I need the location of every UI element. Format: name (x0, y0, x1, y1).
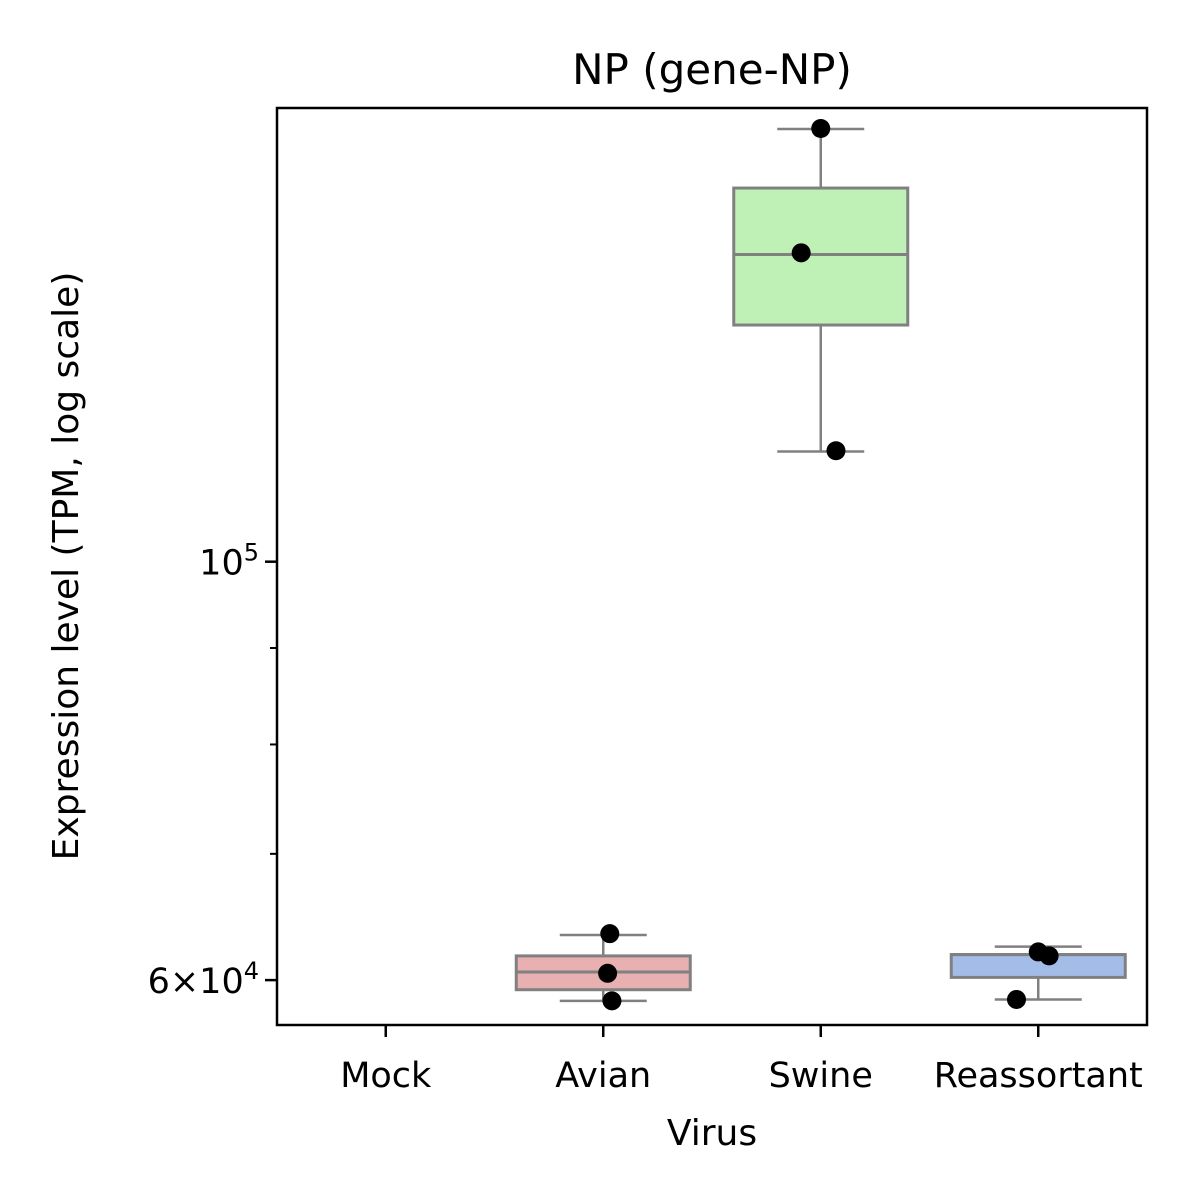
x-axis-label: Virus (667, 1113, 757, 1154)
y-tick-label: 6×104 (148, 957, 259, 1002)
x-tick-label: Swine (769, 1056, 873, 1096)
y-tick-label: 105 (199, 539, 259, 584)
y-axis: 6×104 105 (148, 539, 277, 1002)
box-iqr (732, 186, 910, 327)
data-point (1007, 989, 1026, 1009)
x-tick-label: Avian (555, 1056, 651, 1096)
plot-frame (275, 106, 1149, 1027)
data-point (826, 441, 846, 461)
x-axis: Mock Avian Swine Reassortant (340, 1025, 1143, 1096)
points-layer (598, 118, 1059, 1011)
data-point (602, 991, 622, 1011)
data-point (791, 243, 811, 263)
chart-title: NP (gene-NP) (572, 45, 852, 94)
x-tick-label: Mock (340, 1056, 432, 1096)
data-point (600, 924, 620, 944)
data-point (811, 118, 831, 138)
y-axis-label: Expression level (TPM, log scale) (46, 272, 87, 861)
data-point (598, 963, 618, 983)
x-tick-label: Reassortant (934, 1056, 1143, 1096)
data-point (1039, 946, 1059, 966)
box-swine (732, 127, 910, 453)
